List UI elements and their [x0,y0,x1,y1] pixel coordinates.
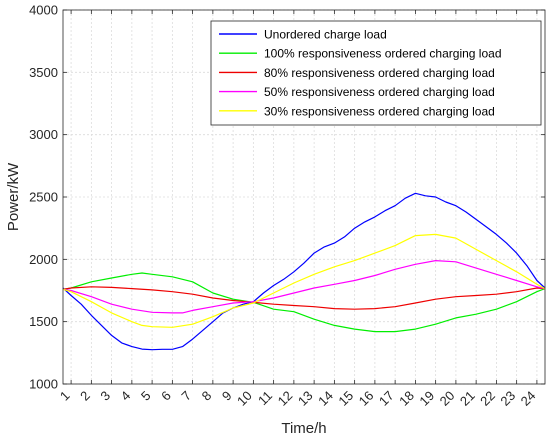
y-tick-label: 3000 [29,127,58,142]
legend-label-4: 50% responsiveness ordered charging load [264,85,495,99]
series-line-1 [62,192,546,351]
legend-label-2: 100% responsiveness ordered charging loa… [264,47,502,61]
legend-label-5: 30% responsiveness ordered charging load [264,104,495,118]
y-tick-label: 4000 [29,3,58,18]
legend-label-3: 80% responsiveness ordered charging load [264,66,495,80]
y-axis-ticks: 1000 1500 2000 2500 3000 3500 4000 [29,3,545,392]
legend-box [210,20,542,126]
y-tick-label: 3500 [29,65,58,80]
y-tick-label: 2000 [29,252,58,267]
series-line-5 [62,233,546,328]
y-tick-label: 1500 [29,314,58,329]
series-line-4 [62,260,546,314]
series-lines [62,192,546,351]
y-axis-label: Power/kW [5,162,22,231]
y-tick-label: 1000 [29,377,58,392]
series-line-3 [62,286,546,310]
series-line-2 [62,272,546,333]
y-tick-label: 2500 [29,190,58,205]
x-axis-label: Time/h [281,420,326,437]
legend: Unordered charge load 100% responsiveness… [210,20,542,126]
legend-label-1: Unordered charge load [264,28,387,42]
